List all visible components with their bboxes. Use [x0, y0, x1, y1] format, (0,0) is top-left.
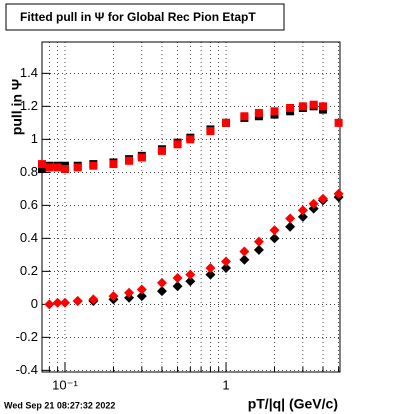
- marker: [221, 256, 232, 267]
- marker: [38, 160, 46, 169]
- marker: [205, 269, 216, 280]
- marker: [124, 287, 135, 298]
- marker: [221, 263, 232, 274]
- marker: [297, 205, 308, 216]
- marker: [185, 269, 196, 280]
- marker: [172, 272, 183, 283]
- marker: [52, 297, 63, 308]
- marker: [44, 299, 55, 310]
- marker: [269, 233, 280, 244]
- marker: [285, 221, 296, 232]
- marker: [239, 246, 250, 257]
- marker: [334, 118, 343, 127]
- marker: [298, 102, 307, 111]
- title-box: [5, 3, 285, 31]
- marker: [156, 277, 167, 288]
- y-tick-label: 1: [31, 131, 38, 146]
- marker: [156, 286, 167, 297]
- marker: [136, 291, 147, 302]
- marker: [108, 291, 119, 302]
- x-axis-title: pT/|q| (GeV/c): [248, 396, 338, 412]
- marker: [173, 140, 182, 149]
- marker: [157, 146, 166, 155]
- marker: [172, 281, 183, 292]
- y-tick-label: -0.2: [16, 329, 38, 344]
- y-tick-label: 0.2: [20, 263, 38, 278]
- chart-title: Fitted pull in Ψ for Global Rec Pion Eta…: [20, 10, 256, 24]
- marker: [254, 108, 263, 117]
- marker: [309, 100, 318, 109]
- timestamp: Wed Sep 21 08:27:32 2022: [4, 400, 115, 410]
- marker: [270, 107, 279, 116]
- marker: [185, 276, 196, 287]
- marker: [136, 284, 147, 295]
- marker: [89, 161, 98, 170]
- y-tick-label: 0.4: [20, 230, 38, 245]
- y-tick-label: 1.2: [20, 98, 38, 113]
- marker: [45, 163, 54, 172]
- marker: [308, 198, 319, 209]
- marker: [53, 163, 62, 172]
- marker: [240, 112, 249, 121]
- y-axis-title: pull in Ψ: [9, 79, 25, 135]
- marker: [38, 165, 46, 174]
- marker: [60, 165, 69, 174]
- x-tick-label: 1: [222, 377, 229, 392]
- marker: [186, 135, 195, 144]
- marker: [253, 236, 264, 247]
- y-tick-label: 0.8: [20, 164, 38, 179]
- marker: [109, 160, 118, 169]
- marker: [253, 244, 264, 255]
- marker: [285, 213, 296, 224]
- marker: [206, 127, 215, 136]
- marker: [319, 102, 328, 111]
- marker: [222, 118, 231, 127]
- marker: [88, 294, 99, 305]
- marker: [205, 263, 216, 274]
- marker: [269, 225, 280, 236]
- y-tick-label: 1.4: [20, 65, 38, 80]
- marker: [73, 163, 82, 172]
- marker: [59, 297, 70, 308]
- y-tick-label: 0.6: [20, 197, 38, 212]
- marker: [137, 153, 146, 162]
- marker: [297, 211, 308, 222]
- marker: [125, 156, 134, 165]
- x-tick-label: 10⁻¹: [52, 377, 78, 392]
- marker: [72, 296, 83, 307]
- marker: [239, 254, 250, 265]
- plot-frame: [41, 41, 341, 373]
- marker: [286, 104, 295, 112]
- marker: [318, 193, 329, 204]
- y-tick-label: 0: [31, 296, 38, 311]
- y-tick-label: -0.4: [16, 362, 38, 377]
- marker: [333, 188, 344, 199]
